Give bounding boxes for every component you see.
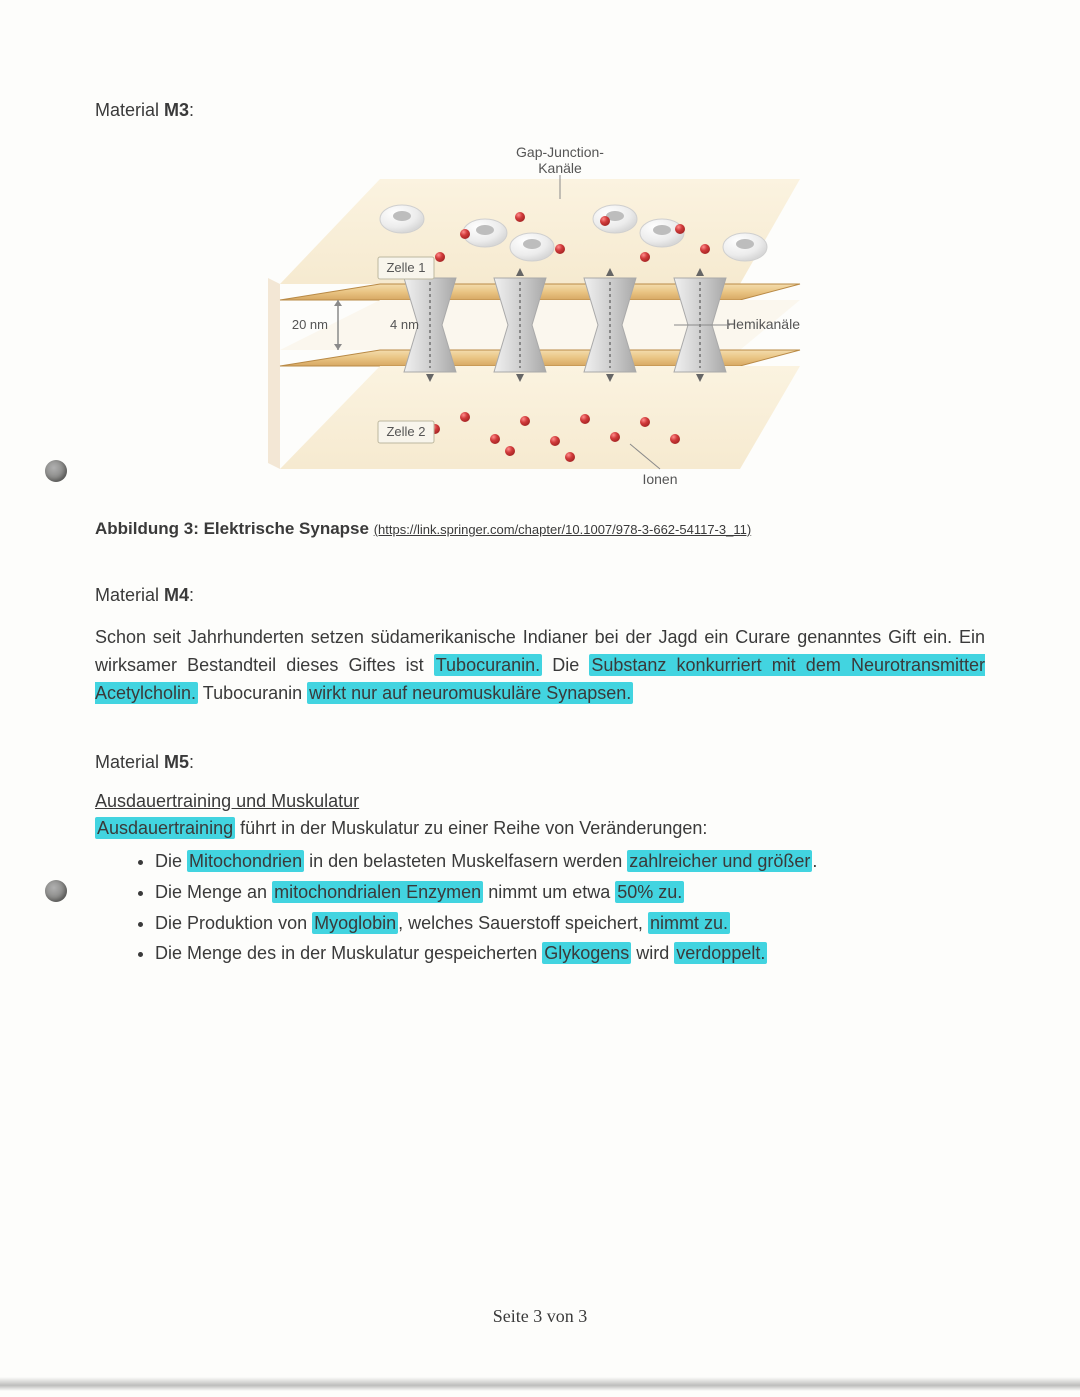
text: nimmt um etwa	[483, 882, 615, 902]
highlight: 50% zu.	[615, 881, 684, 903]
heading-text: Material	[95, 752, 164, 772]
svg-text:Gap-Junction-: Gap-Junction-	[516, 144, 604, 160]
list-item: Die Mitochondrien in den belasteten Musk…	[155, 846, 985, 877]
svg-text:Hemikanäle: Hemikanäle	[726, 316, 800, 332]
paragraph-m4: Schon seit Jahrhunderten setzen südameri…	[95, 624, 985, 708]
text: Die Menge des in der Muskulatur gespeich…	[155, 943, 542, 963]
page-edge-shadow	[0, 1377, 1080, 1391]
svg-text:Zelle 1: Zelle 1	[386, 260, 425, 275]
intro-line-m5: Ausdauertraining führt in der Muskulatur…	[95, 814, 985, 843]
highlight: Glykogens	[542, 942, 631, 964]
text: .	[812, 851, 817, 871]
text: , welches Sauerstoff speichert,	[398, 913, 648, 933]
heading-suffix: :	[189, 100, 194, 120]
figure-caption: Abbildung 3: Elektrische Synapse (https:…	[95, 519, 985, 539]
text: Die Menge an	[155, 882, 272, 902]
heading-bold: M5	[164, 752, 189, 772]
svg-text:Zelle 2: Zelle 2	[386, 424, 425, 439]
highlight: Mitochondrien	[187, 850, 304, 872]
list-item: Die Menge an mitochondrialen Enzymen nim…	[155, 877, 985, 908]
heading-bold: M4	[164, 585, 189, 605]
text: Die Produktion von	[155, 913, 312, 933]
document-page: Material M3: Gap-Junction-Kanäle Hemikanä…	[0, 0, 1080, 1397]
text: wird	[631, 943, 674, 963]
heading-bold: M3	[164, 100, 189, 120]
highlight: verdoppelt.	[674, 942, 767, 964]
highlight: Ausdauertraining	[95, 817, 235, 839]
hole-punch	[45, 460, 67, 482]
page-footer: Seite 3 von 3	[0, 1306, 1080, 1327]
highlight: mitochondrialen Enzymen	[272, 881, 483, 903]
caption-link[interactable]: (https://link.springer.com/chapter/10.10…	[374, 522, 751, 537]
list-item: Die Produktion von Myoglobin, welches Sa…	[155, 908, 985, 939]
heading-suffix: :	[189, 585, 194, 605]
highlight: zahlreicher und größer	[627, 850, 812, 872]
heading-text: Material	[95, 100, 164, 120]
text: Tubocuranin	[198, 683, 307, 703]
text: in den belasteten Muskelfasern werden	[304, 851, 627, 871]
section-heading-m5: Material M5:	[95, 752, 985, 773]
subheading-m5: Ausdauertraining und Muskulatur	[95, 791, 985, 812]
heading-suffix: :	[189, 752, 194, 772]
gap-junction-diagram: Gap-Junction-Kanäle Hemikanäle Ionen Zelle …	[260, 139, 820, 499]
highlight: Myoglobin	[312, 912, 398, 934]
text: Die	[155, 851, 187, 871]
svg-text:4 nm: 4 nm	[390, 317, 419, 332]
text: Die	[542, 655, 589, 675]
section-heading-m4: Material M4:	[95, 585, 985, 606]
caption-text: Abbildung 3: Elektrische Synapse	[95, 519, 374, 538]
text: führt in der Muskulatur zu einer Reihe v…	[235, 818, 707, 838]
highlight: wirkt nur auf neuromuskuläre Synapsen.	[307, 682, 633, 704]
bullet-list-m5: Die Mitochondrien in den belasteten Musk…	[95, 846, 985, 968]
figure-container: Gap-Junction-Kanäle Hemikanäle Ionen Zelle …	[95, 139, 985, 499]
svg-text:Ionen: Ionen	[642, 471, 677, 487]
svg-text:20 nm: 20 nm	[292, 317, 328, 332]
list-item: Die Menge des in der Muskulatur gespeich…	[155, 938, 985, 969]
hole-punch	[45, 880, 67, 902]
section-heading-m3: Material M3:	[95, 100, 985, 121]
highlight: nimmt zu.	[648, 912, 730, 934]
heading-text: Material	[95, 585, 164, 605]
highlight: Tubocuranin.	[434, 654, 542, 676]
svg-text:Kanäle: Kanäle	[538, 160, 582, 176]
